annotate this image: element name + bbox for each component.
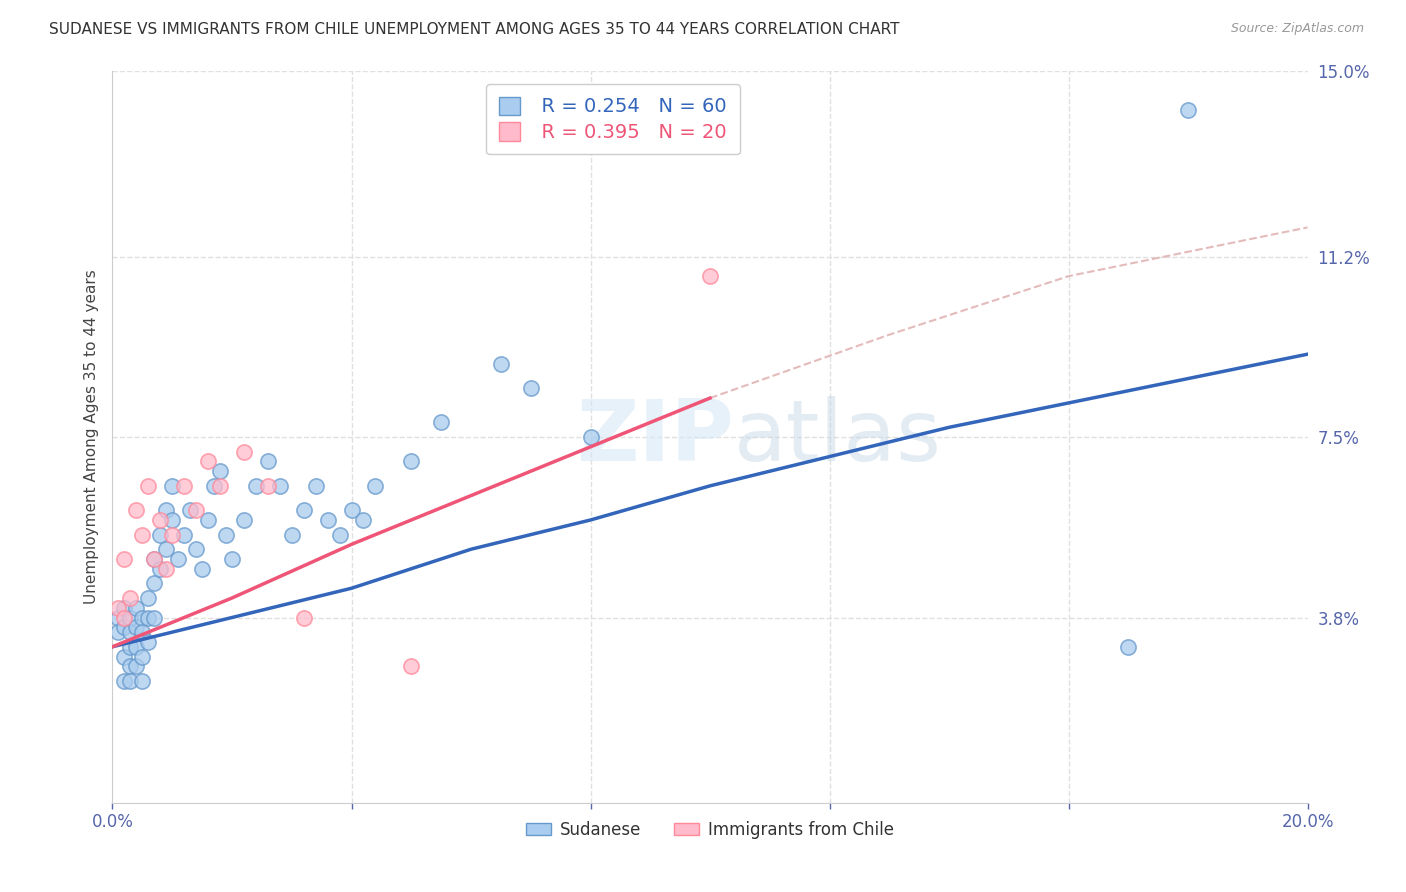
Point xyxy=(114,649,135,664)
Point xyxy=(131,625,153,640)
Point xyxy=(202,479,225,493)
Point xyxy=(107,610,129,624)
Point xyxy=(143,576,166,591)
Point xyxy=(107,600,129,615)
Point xyxy=(155,542,177,557)
Point xyxy=(305,479,328,493)
Point xyxy=(179,503,201,517)
Point xyxy=(257,454,280,468)
Text: atlas: atlas xyxy=(734,395,942,479)
Point xyxy=(114,673,135,688)
Point xyxy=(155,503,177,517)
Point xyxy=(131,610,153,624)
Point xyxy=(340,503,363,517)
Point xyxy=(269,479,291,493)
Point xyxy=(138,591,160,605)
Point xyxy=(233,444,256,458)
Point xyxy=(364,479,387,493)
Point xyxy=(197,513,219,527)
Point xyxy=(191,562,214,576)
Point xyxy=(131,673,153,688)
Point xyxy=(162,527,183,541)
Point xyxy=(143,610,166,624)
Point xyxy=(173,479,195,493)
Point xyxy=(215,527,238,541)
Point xyxy=(143,552,166,566)
Point xyxy=(125,600,148,615)
Point xyxy=(1118,640,1140,654)
Point xyxy=(489,357,512,371)
Point xyxy=(120,625,142,640)
Point xyxy=(120,673,142,688)
Point xyxy=(107,625,129,640)
Point xyxy=(699,269,721,284)
Point xyxy=(162,479,183,493)
Point xyxy=(138,610,160,624)
Point xyxy=(401,659,423,673)
Point xyxy=(209,464,232,478)
Point xyxy=(353,513,375,527)
Point xyxy=(1177,103,1199,118)
Point xyxy=(221,552,243,566)
Point xyxy=(233,513,256,527)
Point xyxy=(155,562,177,576)
Point xyxy=(120,640,142,654)
Text: Source: ZipAtlas.com: Source: ZipAtlas.com xyxy=(1230,22,1364,36)
Point xyxy=(186,503,208,517)
Point xyxy=(114,600,135,615)
Point xyxy=(114,552,135,566)
Point xyxy=(167,552,190,566)
Point xyxy=(131,649,153,664)
Point xyxy=(149,513,172,527)
Point xyxy=(281,527,304,541)
Point xyxy=(114,620,135,634)
Point xyxy=(149,562,172,576)
Point xyxy=(125,640,148,654)
Point xyxy=(114,610,135,624)
Point xyxy=(186,542,208,557)
Point xyxy=(125,620,148,634)
Point xyxy=(120,591,142,605)
Point xyxy=(579,430,602,444)
Point xyxy=(125,659,148,673)
Point xyxy=(197,454,219,468)
Point xyxy=(138,635,160,649)
Point xyxy=(292,610,315,624)
Point xyxy=(120,610,142,624)
Point xyxy=(257,479,280,493)
Point xyxy=(520,381,543,395)
Point xyxy=(292,503,315,517)
Point xyxy=(149,527,172,541)
Point xyxy=(120,659,142,673)
Legend: Sudanese, Immigrants from Chile: Sudanese, Immigrants from Chile xyxy=(520,814,900,846)
Point xyxy=(245,479,267,493)
Point xyxy=(143,552,166,566)
Text: ZIP: ZIP xyxy=(576,395,734,479)
Point xyxy=(131,527,153,541)
Point xyxy=(430,416,453,430)
Point xyxy=(125,503,148,517)
Point xyxy=(209,479,232,493)
Y-axis label: Unemployment Among Ages 35 to 44 years: Unemployment Among Ages 35 to 44 years xyxy=(83,269,98,605)
Text: SUDANESE VS IMMIGRANTS FROM CHILE UNEMPLOYMENT AMONG AGES 35 TO 44 YEARS CORRELA: SUDANESE VS IMMIGRANTS FROM CHILE UNEMPL… xyxy=(49,22,900,37)
Point xyxy=(138,479,160,493)
Point xyxy=(162,513,183,527)
Point xyxy=(316,513,339,527)
Point xyxy=(401,454,423,468)
Point xyxy=(329,527,352,541)
Point xyxy=(173,527,195,541)
